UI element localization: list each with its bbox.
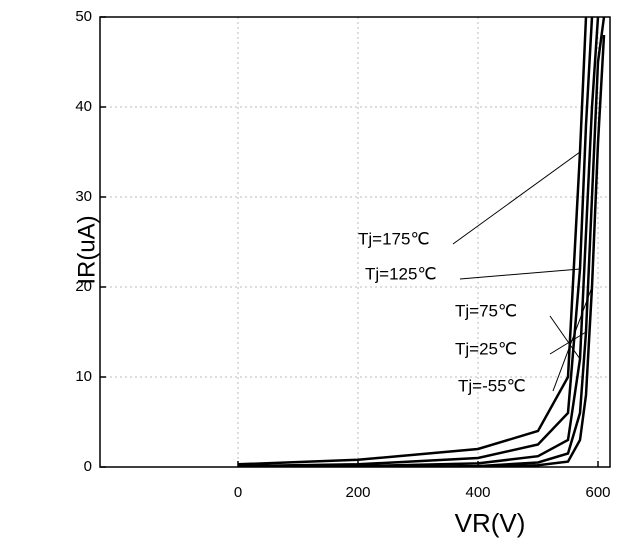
x-tick-label: 400 bbox=[465, 484, 490, 501]
series-label: Tj=25℃ bbox=[455, 339, 517, 358]
series-line bbox=[238, 34, 606, 467]
series-line bbox=[237, 17, 600, 467]
series-label: Tj=175℃ bbox=[358, 229, 430, 248]
leader-line bbox=[459, 268, 581, 280]
x-tick-label: 200 bbox=[345, 484, 370, 501]
y-tick-label: 0 bbox=[84, 458, 92, 475]
leader-line bbox=[552, 286, 593, 392]
y-axis-title: IR(uA) bbox=[73, 215, 100, 284]
series-label: Tj=75℃ bbox=[455, 301, 517, 320]
leader-line bbox=[452, 151, 581, 245]
y-tick-label: 10 bbox=[75, 368, 92, 385]
series-label: Tj=-55℃ bbox=[458, 376, 526, 395]
y-tick-label: 30 bbox=[75, 188, 92, 205]
x-axis-title: VR(V) bbox=[455, 508, 526, 538]
x-tick-label: 0 bbox=[234, 484, 242, 501]
plot-frame bbox=[99, 16, 611, 468]
x-tick-label: 600 bbox=[585, 484, 610, 501]
y-tick-label: 40 bbox=[75, 98, 92, 115]
y-tick-label: 20 bbox=[75, 278, 92, 295]
series-label: Tj=125℃ bbox=[365, 264, 437, 283]
leader-line bbox=[549, 331, 587, 355]
leader-line bbox=[549, 315, 581, 360]
y-tick-label: 50 bbox=[75, 8, 92, 25]
series-line bbox=[237, 17, 594, 467]
